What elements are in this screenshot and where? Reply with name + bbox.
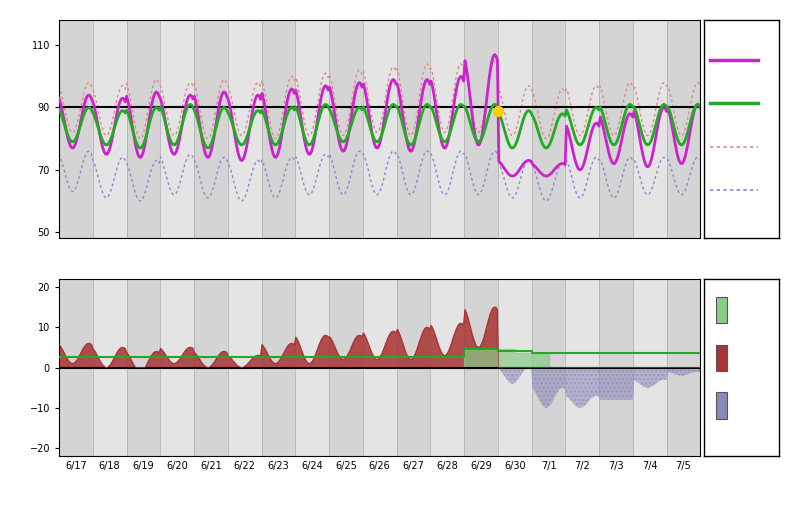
- Bar: [363, 279, 397, 456]
- Bar: [261, 279, 295, 456]
- Bar: [464, 20, 498, 238]
- Bar: [194, 279, 227, 456]
- Bar: [59, 279, 93, 456]
- Bar: [93, 279, 127, 456]
- Bar: [93, 20, 127, 238]
- Bar: [227, 20, 261, 238]
- FancyBboxPatch shape: [715, 345, 727, 371]
- Bar: [532, 279, 565, 456]
- Bar: [261, 20, 295, 238]
- Bar: [295, 20, 329, 238]
- Bar: [397, 20, 430, 238]
- Bar: [498, 279, 532, 456]
- FancyBboxPatch shape: [715, 392, 727, 419]
- Polygon shape: [464, 349, 549, 368]
- Bar: [329, 20, 363, 238]
- Bar: [633, 279, 667, 456]
- Bar: [194, 20, 227, 238]
- Bar: [599, 279, 633, 456]
- Bar: [363, 20, 397, 238]
- Bar: [565, 279, 599, 456]
- Bar: [565, 20, 599, 238]
- Bar: [430, 20, 464, 238]
- Bar: [532, 20, 565, 238]
- Bar: [397, 279, 430, 456]
- Bar: [599, 20, 633, 238]
- FancyBboxPatch shape: [715, 297, 727, 323]
- Bar: [667, 279, 700, 456]
- Bar: [633, 20, 667, 238]
- Bar: [59, 20, 93, 238]
- Bar: [295, 279, 329, 456]
- Bar: [498, 20, 532, 238]
- Bar: [227, 279, 261, 456]
- Bar: [161, 279, 194, 456]
- Bar: [667, 20, 700, 238]
- Bar: [161, 20, 194, 238]
- Bar: [430, 279, 464, 456]
- Bar: [127, 20, 161, 238]
- Bar: [329, 279, 363, 456]
- Bar: [464, 279, 498, 456]
- Bar: [127, 279, 161, 456]
